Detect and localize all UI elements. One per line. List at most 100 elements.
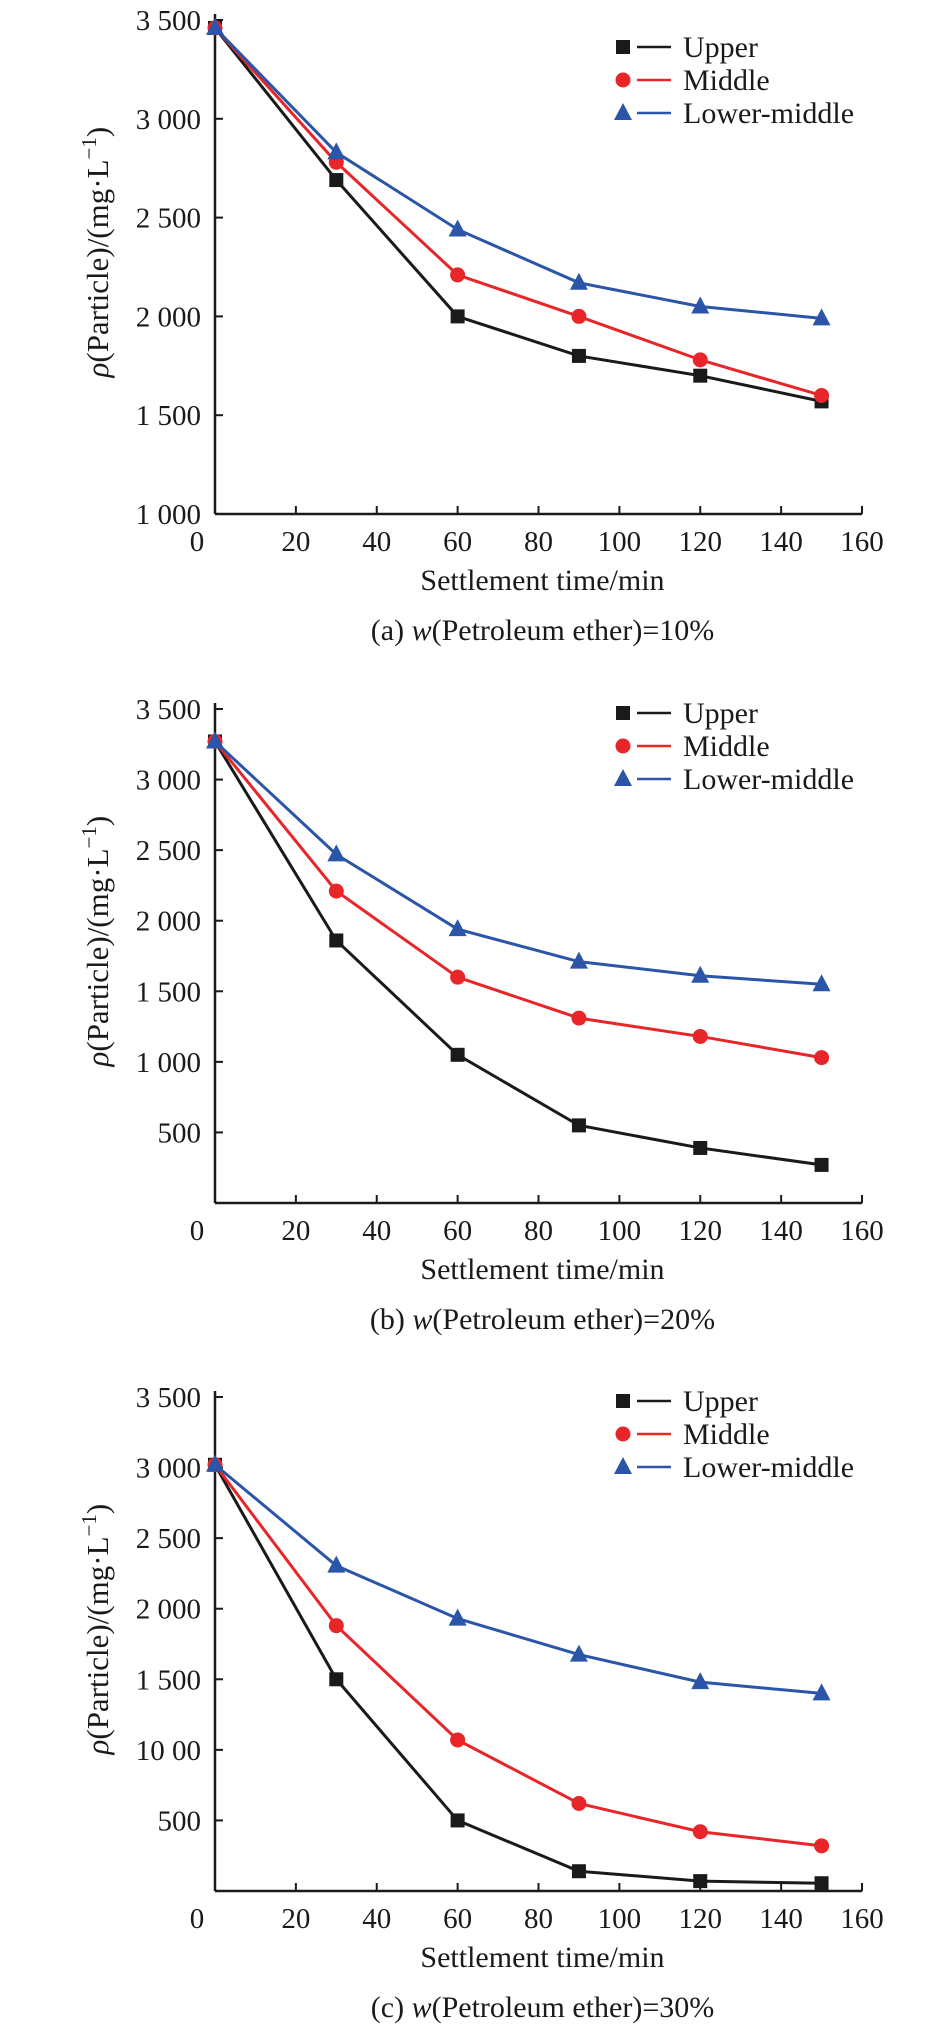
y-tick-label: 2 000 bbox=[136, 906, 201, 938]
y-tick-label: 500 bbox=[158, 1117, 202, 1149]
x-tick-label: 80 bbox=[524, 1903, 553, 1935]
y-tick-label: 1 500 bbox=[136, 400, 201, 432]
data-point bbox=[450, 1732, 466, 1748]
y-label-text: (Particle)/(mg·L bbox=[80, 160, 115, 363]
legend-label: Middle bbox=[683, 64, 770, 97]
data-point bbox=[691, 965, 710, 983]
series-lower-middle bbox=[206, 1454, 831, 1701]
data-point bbox=[450, 1813, 465, 1828]
data-point bbox=[571, 308, 587, 324]
caption-text: (Petroleum ether)=10% bbox=[432, 614, 715, 647]
data-point bbox=[812, 1683, 831, 1701]
caption-text: (Petroleum ether)=30% bbox=[432, 1991, 715, 2024]
data-point bbox=[206, 1454, 224, 1472]
y-tick-label: 3 500 bbox=[136, 5, 201, 37]
legend-marker bbox=[614, 103, 632, 120]
y-label-superscript: −1 bbox=[77, 1514, 101, 1536]
y-label-superscript: −1 bbox=[77, 826, 101, 848]
series-line bbox=[214, 1463, 822, 1695]
legend-label: Upper bbox=[683, 31, 758, 64]
y-label-symbol: ρ bbox=[80, 363, 115, 379]
y-tick-label: 500 bbox=[158, 1805, 202, 1837]
data-point bbox=[450, 267, 466, 283]
y-tick-label: 2 000 bbox=[136, 301, 201, 333]
data-point bbox=[448, 919, 467, 937]
series-lower-middle bbox=[206, 731, 831, 992]
data-point bbox=[329, 933, 344, 948]
legend-label: Middle bbox=[683, 1418, 770, 1451]
x-tick-label: 60 bbox=[443, 1903, 472, 1935]
y-tick-label: 10 00 bbox=[136, 1735, 201, 1767]
data-point bbox=[812, 974, 831, 992]
x-tick-label: 60 bbox=[443, 526, 472, 558]
series-line bbox=[213, 26, 822, 403]
data-point bbox=[327, 844, 346, 862]
y-label-close: ) bbox=[80, 1504, 115, 1514]
caption-variable: w bbox=[412, 1303, 432, 1336]
y-tick-label: 2 500 bbox=[136, 203, 201, 235]
x-tick-label: 40 bbox=[362, 526, 391, 558]
caption-prefix: (c) bbox=[371, 1991, 412, 2024]
y-label-text: (Particle)/(mg·L bbox=[80, 849, 115, 1052]
y-axis-label: ρ(Particle)/(mg·L−1) bbox=[77, 1504, 115, 1756]
data-point bbox=[329, 173, 344, 188]
chart-a: 1 000 1 500 2 000 2 500 3 000 3 500 0 20 40 60 80 1… bbox=[77, 5, 884, 647]
data-point bbox=[691, 296, 710, 314]
data-point bbox=[814, 387, 830, 403]
caption-text: (Petroleum ether)=20% bbox=[432, 1303, 715, 1336]
caption-variable: w bbox=[412, 614, 432, 647]
caption-variable: w bbox=[412, 1991, 432, 2024]
caption-prefix: (a) bbox=[371, 614, 412, 647]
data-point bbox=[571, 348, 586, 363]
series-line bbox=[213, 1464, 822, 1885]
data-point bbox=[206, 17, 224, 35]
y-tick-label: 2 500 bbox=[136, 835, 201, 867]
y-tick-label: 3 000 bbox=[136, 104, 201, 136]
x-tick-label: 60 bbox=[443, 1215, 472, 1247]
y-tick-label: 3 000 bbox=[136, 1453, 201, 1485]
legend-label: Lower-middle bbox=[683, 1451, 854, 1484]
x-tick-label: 0 bbox=[190, 1903, 205, 1935]
data-point bbox=[812, 308, 831, 326]
data-point bbox=[328, 883, 344, 899]
y-label-text: (Particle)/(mg·L bbox=[80, 1537, 115, 1740]
x-tick-label: 160 bbox=[840, 526, 884, 558]
legend-marker bbox=[615, 1426, 631, 1442]
legend-marker bbox=[616, 40, 630, 54]
data-point bbox=[569, 272, 588, 290]
chart-caption: (c) w(Petroleum ether)=30% bbox=[371, 1991, 714, 2024]
legend-marker bbox=[615, 72, 631, 88]
y-label-close: ) bbox=[80, 816, 115, 826]
x-tick-label: 140 bbox=[759, 526, 803, 558]
x-tick-label: 100 bbox=[598, 1215, 642, 1247]
y-label-superscript: −1 bbox=[77, 137, 101, 159]
data-point bbox=[327, 1555, 346, 1573]
y-tick-label: 2 000 bbox=[136, 1594, 201, 1626]
data-point bbox=[692, 352, 708, 368]
data-point bbox=[571, 1795, 587, 1811]
data-point bbox=[448, 219, 467, 237]
y-tick-label: 3 500 bbox=[136, 1382, 201, 1414]
x-tick-label: 120 bbox=[679, 1903, 723, 1935]
x-tick-label: 120 bbox=[679, 1215, 723, 1247]
x-axis-label: Settlement time/min bbox=[420, 1253, 664, 1286]
chart-b: 500 1 000 1 500 2 000 2 500 3 000 3 500 0 20 40 60… bbox=[77, 694, 884, 1336]
y-tick-label: 3 500 bbox=[136, 694, 201, 726]
data-point bbox=[448, 1608, 467, 1626]
series-lower-middle bbox=[206, 17, 831, 326]
series-upper bbox=[208, 1457, 829, 1891]
data-point bbox=[450, 969, 466, 985]
data-point bbox=[691, 1672, 710, 1690]
data-point bbox=[328, 1618, 344, 1634]
series-middle bbox=[207, 1457, 830, 1854]
chart-caption: (a) w(Petroleum ether)=10% bbox=[371, 614, 714, 647]
x-tick-label: 0 bbox=[190, 1215, 205, 1247]
data-point bbox=[569, 951, 588, 969]
series-line bbox=[213, 740, 822, 1167]
x-tick-label: 40 bbox=[362, 1215, 391, 1247]
series-upper bbox=[208, 734, 829, 1172]
data-point bbox=[814, 1050, 830, 1066]
